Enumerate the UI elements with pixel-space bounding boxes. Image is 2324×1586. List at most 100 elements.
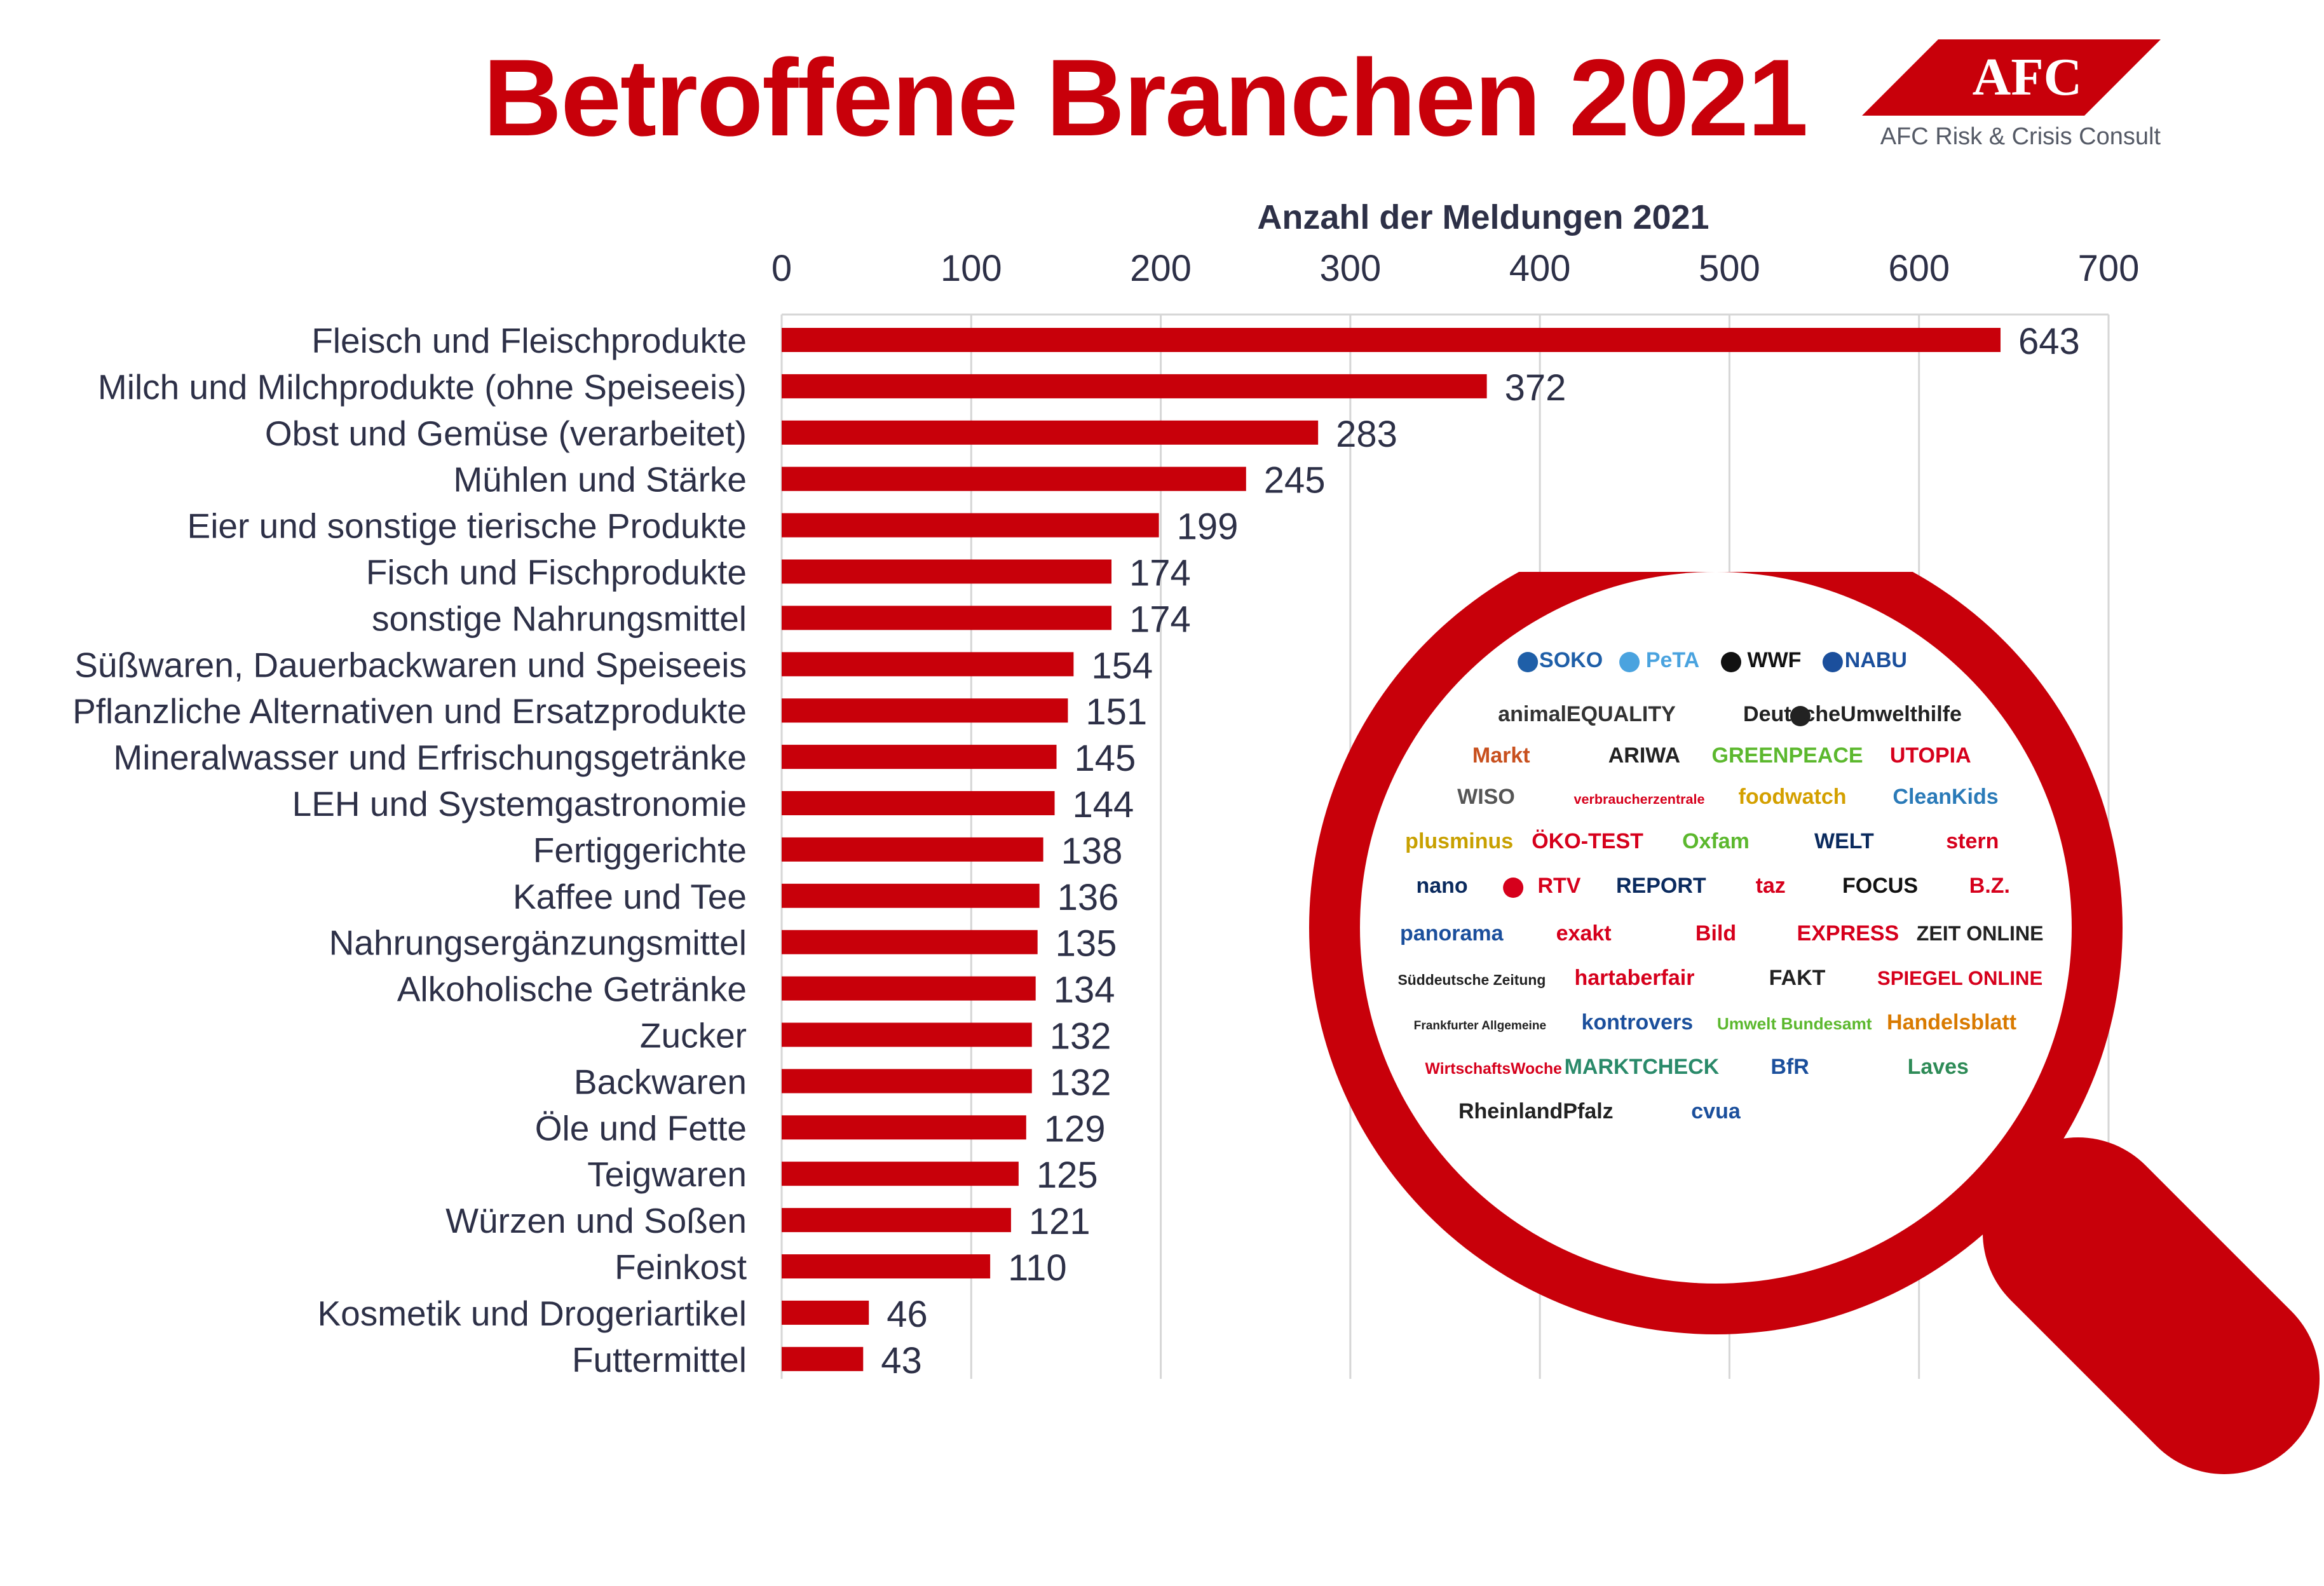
x-tick-label: 400 <box>1509 248 1571 289</box>
data-label: 174 <box>1129 599 1191 640</box>
bar <box>782 698 1068 723</box>
peta-logo-icon <box>1619 652 1640 672</box>
media-logo-text: DeutscheUmwelthilfe <box>1743 702 1962 726</box>
category-label: Teigwaren <box>587 1155 747 1194</box>
x-tick-label: 100 <box>941 248 1002 289</box>
media-logo-bfr: BfR <box>1770 1055 1809 1079</box>
media-logo-cvua: cvua <box>1691 1099 1741 1123</box>
category-label: Öle und Fette <box>535 1108 747 1148</box>
media-logo-rheinlandpfalz: RheinlandPfalz <box>1458 1099 1614 1123</box>
media-logo-express: EXPRESS <box>1797 921 1899 946</box>
category-label: Mühlen und Stärke <box>453 460 747 499</box>
media-logo-soko: SOKO <box>1518 648 1603 672</box>
bar <box>782 652 1074 677</box>
media-logo-text: FOCUS <box>1842 874 1918 898</box>
media-logo-marktcheck: MARKTCHECK <box>1565 1055 1720 1079</box>
media-logo-b-z: B.Z. <box>1969 874 2010 898</box>
media-logo-wirtschaftswoche: WirtschaftsWoche <box>1425 1061 1562 1078</box>
media-logo-text: exakt <box>1556 921 1612 946</box>
bar <box>782 466 1246 491</box>
media-logo-greenpeace: GREENPEACE <box>1712 743 1863 768</box>
x-axis-title: Anzahl der Meldungen 2021 <box>1257 198 1709 236</box>
media-logo-text: WWF <box>1747 648 1801 672</box>
category-label: Eier und sonstige tierische Produkte <box>187 506 747 546</box>
afc-logo: AFC AFC Risk & Crisis Consult <box>1862 39 2161 166</box>
media-logo-text: ARIWA <box>1608 743 1680 768</box>
media-logo-umwelt-bundesamt: Umwelt Bundesamt <box>1717 1014 1872 1033</box>
media-logo-laves: Laves <box>1908 1055 1969 1079</box>
media-logo-nabu: NABU <box>1822 648 1907 672</box>
category-label: Obst und Gemüse (verarbeitet) <box>265 414 747 453</box>
bar <box>782 606 1112 630</box>
bar <box>782 745 1057 769</box>
bar <box>782 420 1319 445</box>
category-label: Mineralwasser und Erfrischungsgetränke <box>113 738 747 777</box>
category-label: Würzen und Soßen <box>445 1201 747 1240</box>
bar <box>782 1022 1032 1047</box>
bar <box>782 1069 1032 1094</box>
category-label: Nahrungsergänzungsmittel <box>329 923 747 963</box>
media-logo-report: REPORT <box>1616 874 1706 898</box>
bar <box>782 1254 991 1278</box>
media-logo-text: verbraucherzentrale <box>1573 791 1704 807</box>
category-label: sonstige Nahrungsmittel <box>372 599 747 638</box>
category-label: Pflanzliche Alternativen und Ersatzprodu… <box>72 691 747 731</box>
media-logo-text: panorama <box>1400 921 1504 946</box>
media-logo-exakt: exakt <box>1556 921 1612 946</box>
data-label: 134 <box>1054 970 1115 1011</box>
media-logo-deutscheumwelthilfe: DeutscheUmwelthilfe <box>1743 702 1962 726</box>
afc-logo-banner <box>1862 39 2161 116</box>
media-logo-text: Laves <box>1908 1055 1969 1079</box>
category-label: Fertiggerichte <box>533 830 747 870</box>
media-logo-cleankids: CleanKids <box>1892 785 1998 809</box>
media-logo-taz: taz <box>1756 874 1786 898</box>
category-label: Zucker <box>640 1016 747 1055</box>
data-label: 132 <box>1050 1016 1111 1057</box>
media-logo-wiso: WISO <box>1457 785 1515 809</box>
data-label: 174 <box>1129 553 1191 594</box>
media-logo-text: GREENPEACE <box>1712 743 1863 768</box>
media-logo-ariwa: ARIWA <box>1608 743 1680 768</box>
media-logo-text: SOKO <box>1539 648 1603 672</box>
bar <box>782 374 1487 398</box>
media-logo-text: Umwelt Bundesamt <box>1717 1014 1872 1033</box>
bar <box>782 883 1040 908</box>
media-logo-text: taz <box>1756 874 1786 898</box>
data-label: 144 <box>1073 784 1134 825</box>
data-label: 372 <box>1505 367 1566 409</box>
media-logo-rtv: RTV <box>1503 874 1581 898</box>
media-logo-text: kontrovers <box>1581 1010 1693 1034</box>
media-logo-verbraucherzentrale: verbraucherzentrale <box>1573 791 1704 807</box>
media-logo-plusminus: plusminus <box>1405 829 1513 853</box>
media-logo-text: REPORT <box>1616 874 1706 898</box>
media-logo-text: CleanKids <box>1892 785 1998 809</box>
media-logo-s-ddeutsche-zeitung: Süddeutsche Zeitung <box>1397 972 1546 988</box>
media-logo-utopia: UTOPIA <box>1890 743 1971 768</box>
magnifier-graphic: SOKO PeTA WWF NABU animalEQUALITY DeutscheUmw… <box>1309 572 2320 1474</box>
bar <box>782 1208 1011 1233</box>
media-logo-text: hartaberfair <box>1574 966 1694 990</box>
category-label: Kaffee und Tee <box>513 877 747 916</box>
bar <box>782 513 1159 538</box>
bar <box>782 1346 864 1371</box>
category-label: LEH und Systemgastronomie <box>292 784 747 824</box>
data-label: 283 <box>1336 414 1397 455</box>
data-label: 121 <box>1029 1201 1091 1242</box>
data-label: 43 <box>881 1340 922 1381</box>
media-logo-text: Markt <box>1472 743 1530 768</box>
data-label: 154 <box>1091 645 1153 686</box>
x-tick-label: 700 <box>2078 248 2140 289</box>
media-logo-nano: nano <box>1416 874 1467 898</box>
media-logo-text: foodwatch <box>1739 785 1847 809</box>
media-logo-text: RTV <box>1537 874 1580 898</box>
media-logo-text: NABU <box>1845 648 1907 672</box>
media-logo-text: UTOPIA <box>1890 743 1971 768</box>
star-icon <box>1503 878 1524 898</box>
media-logo-text: nano <box>1416 874 1467 898</box>
nabu-stork-icon <box>1822 652 1843 672</box>
category-label: Fisch und Fischprodukte <box>366 553 747 592</box>
category-label: Fleisch und Fleischprodukte <box>311 321 747 360</box>
media-logo-wwf: WWF <box>1720 648 1801 672</box>
media-logo-text: ÖKO-TEST <box>1532 829 1643 853</box>
bar <box>782 1162 1019 1186</box>
